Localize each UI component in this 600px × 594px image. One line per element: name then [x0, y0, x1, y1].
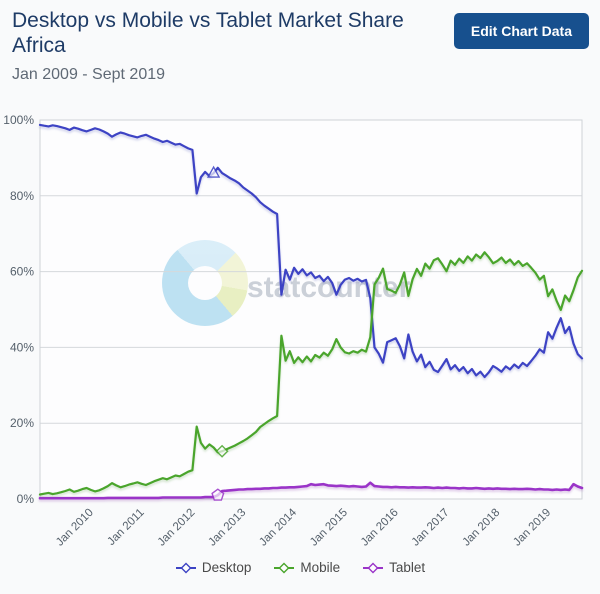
page-title: Desktop vs Mobile vs Tablet Market Share…: [12, 9, 404, 57]
legend-label-desktop: Desktop: [201, 560, 252, 575]
legend-label-tablet: Tablet: [389, 560, 426, 575]
tablet-pentagon-marker-icon: [211, 488, 225, 501]
legend-item-mobile[interactable]: Mobile: [273, 560, 340, 575]
legend-label-mobile: Mobile: [300, 560, 341, 575]
edit-chart-data-button[interactable]: Edit Chart Data: [453, 13, 589, 49]
y-axis-label-60%: 60%: [10, 265, 34, 279]
market-share-line-chart[interactable]: 0%20%40%60%80%100%Jan 2010 Jan 2011 Jan 20…: [0, 104, 600, 556]
x-axis-label-Jan-2018: Jan 2018: [460, 507, 502, 549]
page-subtitle: Jan 2009 - Sept 2019: [12, 66, 166, 83]
plot-background: [40, 120, 582, 499]
legend-desktop-marker-icon: [175, 562, 196, 573]
x-axis-label-Jan-2015: Jan 2015: [308, 507, 350, 549]
y-axis-label-20%: 20%: [10, 416, 34, 430]
x-axis-label-Jan-2011: Jan 2011: [105, 507, 146, 548]
x-axis-label-Jan-2016: Jan 2016: [359, 507, 401, 549]
y-axis-label-80%: 80%: [10, 189, 34, 203]
x-axis-label-Jan-2010: Jan 2010: [54, 507, 96, 549]
y-axis-label-100%: 100%: [3, 113, 34, 127]
legend-mobile-marker-icon: [274, 562, 295, 573]
series-desktop-line[interactable]: [38, 123, 584, 379]
legend-item-tablet[interactable]: Tablet: [362, 560, 425, 575]
x-axis-label-Jan-2019: Jan 2019: [511, 507, 553, 549]
plot-border: [39, 119, 583, 500]
legend-tablet-marker-icon: [363, 562, 384, 573]
chart-legend: Desktop Mobile Tablet: [0, 560, 600, 575]
y-axis-label-40%: 40%: [10, 340, 34, 354]
x-axis-label-Jan-2014: Jan 2014: [257, 506, 299, 548]
legend-item-desktop[interactable]: Desktop: [175, 560, 252, 575]
mobile-diamond-marker-icon: [215, 444, 229, 458]
x-axis-label-Jan-2017: Jan 2017: [410, 507, 452, 549]
chart-area: statcounter 0% 20% 40% 60% 80% 100% Jan 2010 Ja…: [0, 104, 600, 556]
series-mobile-line[interactable]: [38, 251, 584, 496]
desktop-triangle-marker-icon: [206, 165, 221, 178]
y-axis-label-0%: 0%: [17, 492, 35, 506]
x-axis-label-Jan-2013: Jan 2013: [206, 507, 248, 549]
page-header: Desktop vs Mobile vs Tablet Market Share…: [0, 0, 600, 104]
x-axis-label-Jan-2012: Jan 2012: [156, 507, 198, 549]
series-tablet-line[interactable]: [38, 481, 584, 500]
